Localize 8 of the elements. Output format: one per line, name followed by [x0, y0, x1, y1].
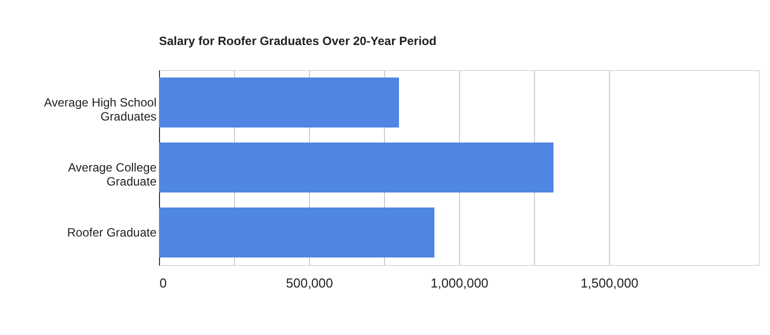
- y-tick-label: Average High School Graduates: [44, 96, 156, 124]
- x-tick-label: 500,000: [286, 276, 333, 290]
- y-tick-label: Average College Graduate: [68, 160, 157, 188]
- x-tick-label: 1,500,000: [580, 276, 638, 290]
- chart-title: Salary for Roofer Graduates Over 20-Year Period: [159, 34, 436, 48]
- x-tick-label: 1,000,000: [430, 276, 488, 290]
- x-tick-label: 0: [160, 276, 167, 290]
- y-tick-label: Roofer Graduate: [67, 226, 157, 240]
